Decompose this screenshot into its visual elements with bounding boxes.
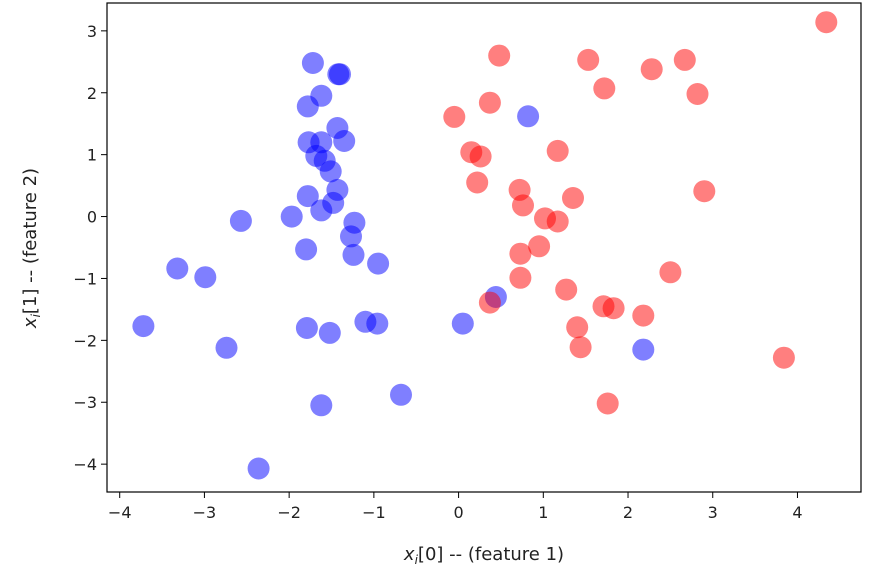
data-point-series1-15	[562, 187, 584, 209]
data-point-series1-11	[469, 145, 492, 168]
data-point-series0-24	[194, 266, 217, 289]
points-layer	[132, 11, 838, 480]
data-point-series1-23	[555, 278, 578, 301]
data-point-series1-12	[466, 171, 489, 194]
x-tick-label: 0	[453, 503, 463, 522]
data-point-series0-26	[295, 317, 318, 339]
x-axis: −4 −3 −2 −1 0 1 2 3 4	[108, 492, 803, 522]
data-point-series0-6	[333, 130, 356, 152]
data-point-series0-23	[166, 257, 189, 280]
y-tick-label: 3	[87, 22, 97, 41]
data-point-series0-13	[296, 185, 319, 208]
data-point-series0-0	[301, 52, 324, 74]
y-tick-label: 1	[87, 146, 97, 165]
data-point-series0-31	[390, 383, 412, 406]
y-axis-label: xi[1] -- (feature 2)	[20, 168, 43, 329]
data-point-series1-28	[569, 336, 592, 359]
data-point-series0-30	[215, 336, 238, 359]
data-point-series1-7	[478, 91, 501, 114]
y-tick-label: −3	[73, 393, 97, 412]
data-point-series0-2	[329, 63, 351, 86]
data-point-series0-27	[318, 321, 341, 344]
y-tick-label: −4	[73, 455, 97, 474]
data-point-series1-9	[546, 139, 569, 162]
data-point-series1-0	[815, 11, 838, 34]
plot-frame	[106, 2, 862, 493]
data-point-series1-19	[528, 235, 551, 258]
y-axis: 3 2 1 0 −1 −2 −3 −4	[73, 22, 107, 474]
data-point-series1-3	[673, 48, 696, 71]
data-point-series0-21	[342, 243, 365, 266]
y-tick-label: −1	[73, 269, 97, 288]
data-point-series0-34	[451, 312, 474, 335]
x-axis-label: xi[0] -- (feature 1)	[403, 544, 564, 567]
data-point-series0-17	[229, 209, 252, 232]
data-point-series0-11	[319, 160, 342, 183]
data-point-series1-1	[488, 44, 511, 67]
data-point-series1-25	[602, 297, 625, 320]
data-point-series1-20	[509, 242, 532, 265]
data-point-series1-21	[509, 266, 532, 289]
x-tick-label: −3	[193, 503, 217, 522]
data-point-series0-32	[310, 394, 333, 417]
data-point-series1-14	[512, 194, 534, 217]
data-point-series1-2	[577, 48, 600, 71]
data-point-series0-15	[310, 199, 333, 222]
x-tick-label: 1	[538, 503, 548, 522]
data-point-series0-37	[632, 338, 655, 361]
data-point-series0-16	[280, 205, 303, 228]
data-point-series1-18	[546, 210, 569, 233]
x-tick-label: 4	[792, 503, 802, 522]
data-point-series1-27	[632, 304, 655, 327]
y-tick-label: 2	[87, 84, 97, 103]
data-point-series0-19	[340, 225, 362, 248]
x-tick-label: 3	[708, 503, 718, 522]
data-point-series1-6	[686, 83, 709, 105]
data-point-series1-31	[772, 346, 795, 369]
data-point-series0-36	[517, 105, 540, 128]
data-point-series1-26	[566, 316, 589, 339]
data-point-series0-22	[367, 252, 390, 275]
data-point-series1-29	[478, 291, 501, 314]
data-point-series0-4	[296, 95, 319, 118]
data-point-series1-8	[443, 105, 466, 128]
data-point-series1-16	[693, 180, 716, 203]
data-point-series1-22	[659, 261, 682, 284]
x-tick-label: −1	[362, 503, 386, 522]
x-tick-label: 2	[623, 503, 633, 522]
data-point-series1-30	[596, 392, 619, 415]
data-point-series1-4	[640, 58, 663, 81]
data-point-series0-29	[366, 312, 389, 335]
data-point-series0-20	[295, 238, 318, 261]
y-tick-label: −2	[73, 331, 97, 350]
data-point-series0-25	[132, 315, 155, 338]
x-tick-label: −2	[277, 503, 301, 522]
data-point-series1-5	[593, 77, 616, 100]
y-tick-label: 0	[87, 208, 97, 227]
x-tick-label: −4	[108, 503, 132, 522]
data-point-series0-33	[247, 457, 270, 480]
